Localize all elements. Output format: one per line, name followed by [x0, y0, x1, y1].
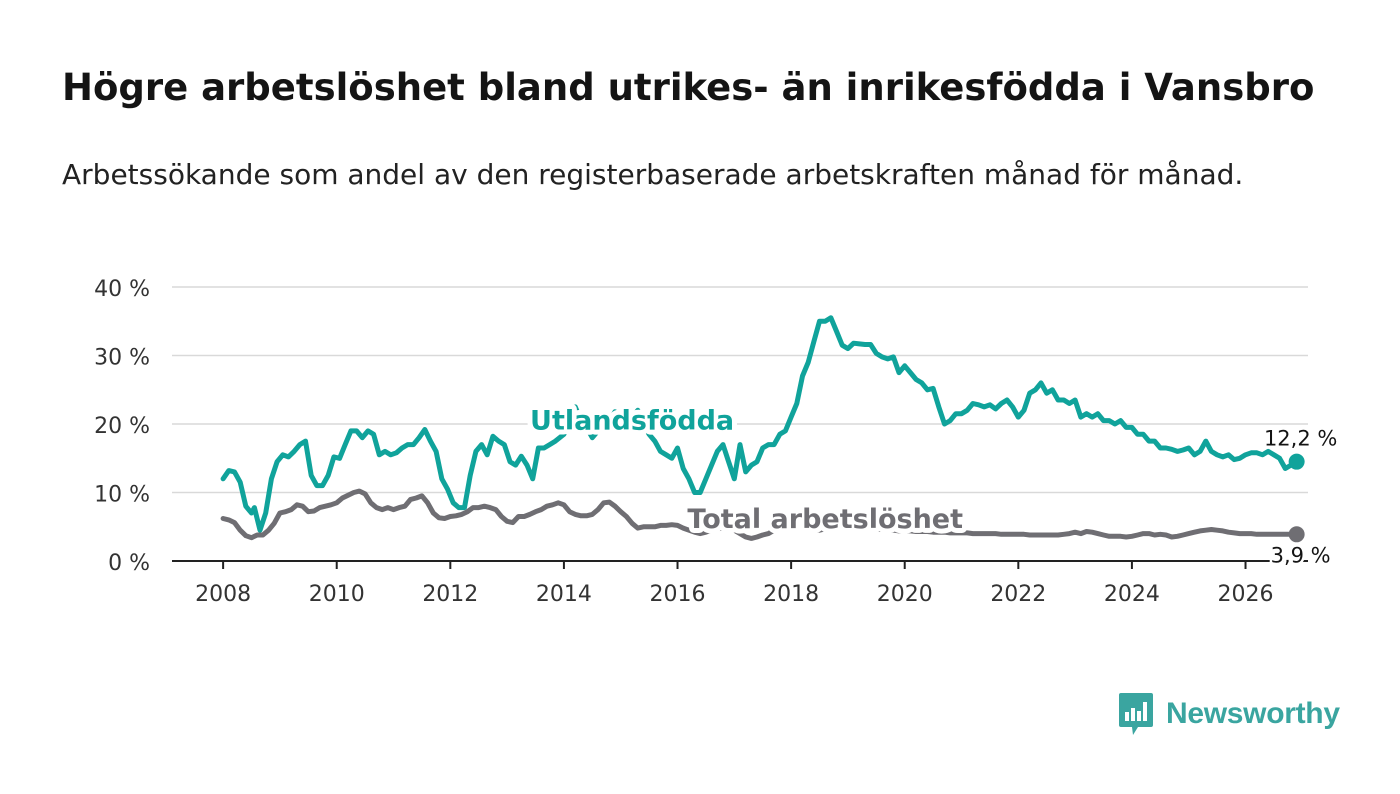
y-tick-label: 0 %	[108, 551, 150, 576]
x-tick-label: 2016	[650, 582, 706, 607]
newsworthy-logo: Newsworthy	[1118, 690, 1340, 738]
grid-lines	[172, 286, 1308, 494]
x-tick-label: 2026	[1218, 582, 1274, 607]
x-tick-label: 2018	[763, 582, 819, 607]
series-endpoint-total	[1288, 526, 1305, 543]
newsworthy-logo-icon	[1119, 693, 1153, 735]
x-tick-label: 2012	[422, 582, 478, 607]
x-tick-label: 2024	[1104, 582, 1160, 607]
series-line-total	[220, 488, 1300, 541]
y-tick-label: 20 %	[94, 414, 150, 439]
series-name-label-utlandsfodda: Utlandsfödda	[530, 405, 734, 436]
chart-subtitle: Arbetssökande som andel av den registerb…	[62, 158, 1244, 191]
axes: 0 % 10 % 20 % 30 % 40 % 2008 2010 2012 2014 2016 2…	[94, 277, 1308, 607]
series-labels: 12,2 % 3,9 % Utlandsfödda Total arbetslöshe…	[525, 400, 1340, 569]
chart-title: Högre arbetslöshet bland utrikes- än inr…	[62, 66, 1315, 109]
x-tick-label: 2010	[309, 582, 365, 607]
x-tick-label: 2014	[536, 582, 592, 607]
series-end-label-utlandsfodda: 12,2 %	[1264, 427, 1337, 451]
series-lines	[220, 315, 1305, 543]
series-endpoint-utlandsfodda	[1288, 453, 1305, 470]
newsworthy-logo-text: Newsworthy	[1166, 697, 1340, 730]
x-tick-label: 2022	[990, 582, 1046, 607]
series-line-utlandsfodda	[220, 315, 1300, 533]
series-end-label-total: 3,9 %	[1271, 543, 1331, 567]
y-tick-label: 10 %	[94, 483, 150, 508]
y-tick-label: 30 %	[94, 346, 150, 371]
x-tick-label: 2008	[195, 582, 251, 607]
y-tick-label: 40 %	[94, 277, 150, 302]
x-tick-label: 2020	[877, 582, 933, 607]
series-name-label-total: Total arbetslöshet	[687, 504, 963, 535]
